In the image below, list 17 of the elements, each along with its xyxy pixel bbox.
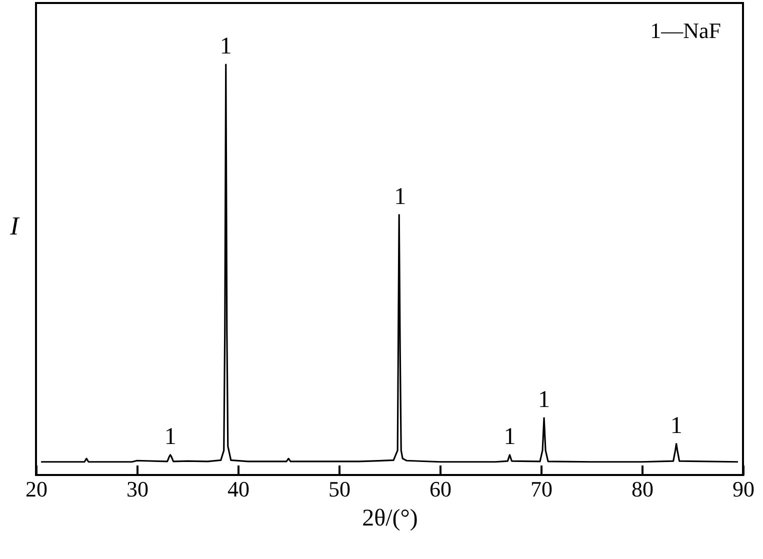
- text: 1—NaF: [650, 18, 721, 43]
- x-axis-title: 2θ/(°): [362, 506, 418, 532]
- annotation: 1: [670, 412, 682, 439]
- annotation: 1: [394, 184, 406, 210]
- x-tick-label: 20: [26, 476, 48, 502]
- annotation: 1: [220, 34, 232, 60]
- annotation: 1: [164, 424, 176, 450]
- annotation: 1: [504, 424, 516, 450]
- annotation: 1: [538, 386, 550, 413]
- x-tick-label: 80: [632, 476, 654, 502]
- x-tick-label: 30: [126, 476, 148, 502]
- x-tick-label: 40: [228, 476, 250, 502]
- y-axis-title: I: [9, 212, 20, 240]
- x-tick-label: 50: [328, 476, 350, 502]
- x-tick-label: 70: [530, 476, 552, 502]
- x-tick-label: 90: [732, 476, 754, 502]
- x-tick-label: 60: [430, 476, 452, 502]
